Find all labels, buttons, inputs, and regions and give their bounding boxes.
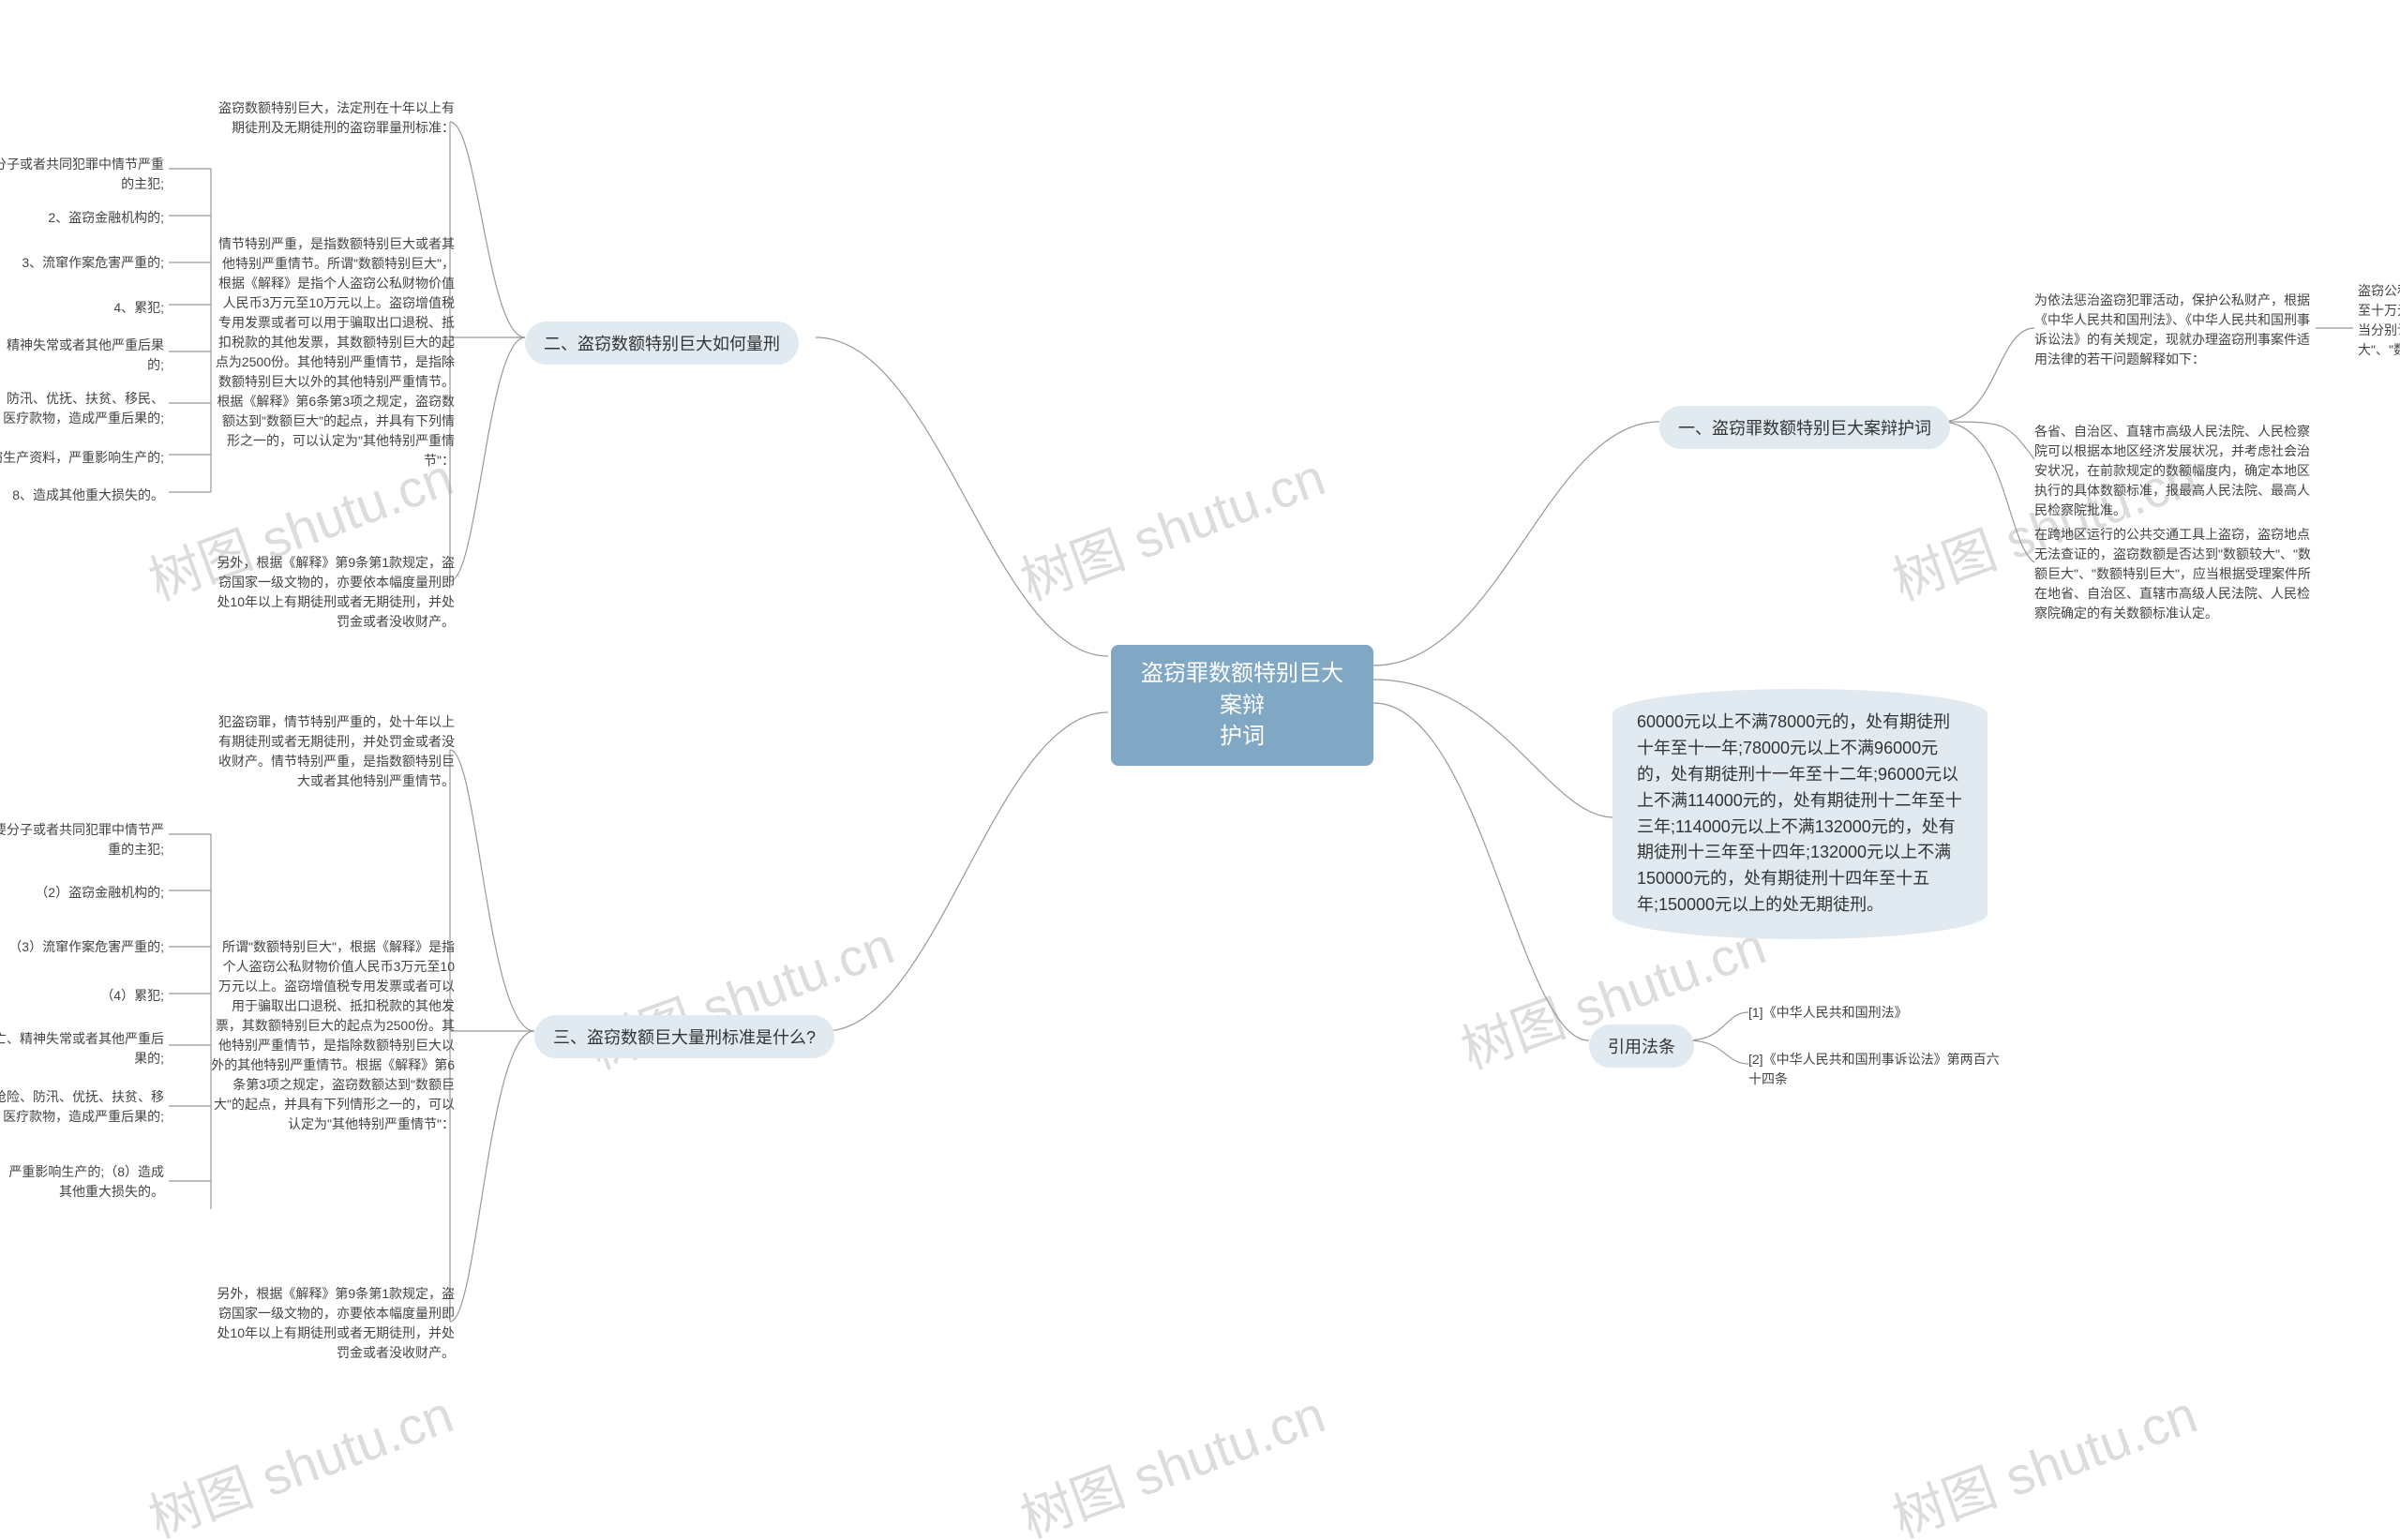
ref-leaf-2: [2]《中华人民共和国刑事诉讼法》第两百六十四条: [1748, 1050, 2011, 1089]
branch1-leaf-1: 为依法惩治盗窃犯罪活动，保护公私财产，根据《中华人民共和国刑法》、《中华人民共和…: [2034, 291, 2316, 369]
branch3-top: 犯盗窃罪，情节特别严重的，处十年以上有期徒刑或者无期徒刑，并处罚金或者没收财产。…: [211, 712, 455, 791]
branch2-item-3: 3、流窜作案危害严重的;: [0, 253, 164, 273]
branch3-item-1: （1）犯罪集团的首要分子或者共同犯罪中情节严重的主犯;: [0, 820, 164, 860]
branch3-item-6: （6）盗窃救灾、抢险、防汛、优抚、扶贫、移民、救济、医疗款物，造成严重后果的;: [0, 1087, 164, 1127]
branch2-mid: 情节特别严重，是指数额特别巨大或者其他特别严重情节。所谓"数额特别巨大"，根据《…: [211, 234, 455, 471]
ref-leaf-1: [1]《中华人民共和国刑法》: [1748, 1003, 2011, 1023]
branch2-bottom: 另外，根据《解释》第9条第1款规定，盗窃国家一级文物的，亦要依本幅度量刑即处10…: [211, 553, 455, 632]
branch-2: 二、盗窃数额特别巨大如何量刑: [525, 321, 799, 365]
branch3-mid: 所谓"数额特别巨大"，根据《解释》是指个人盗窃公私财物价值人民币3万元至10万元…: [211, 937, 455, 1134]
branch3-item-3: （3）流窜作案危害严重的;: [0, 937, 164, 957]
branch-1: 一、盗窃罪数额特别巨大案辩护词: [1659, 406, 1950, 449]
branch2-item-2: 2、盗窃金融机构的;: [0, 208, 164, 228]
branch2-item-5: 5、导致被害人死亡、精神失常或者其他严重后果的;: [0, 336, 164, 375]
branch3-item-7: （7）盗窃生产资料，严重影响生产的;（8）造成其他重大损失的。: [0, 1162, 164, 1202]
branch3-item-4: （4）累犯;: [0, 986, 164, 1006]
big-pill-node: 60000元以上不满78000元的，处有期徒刑十年至十一年;78000元以上不满…: [1612, 689, 1988, 939]
branch2-top: 盗窃数额特别巨大，法定刑在十年以上有期徒刑及无期徒刑的盗窃罪量刑标准：: [211, 98, 455, 138]
watermark: 树图 shutu.cn: [1009, 435, 1334, 615]
watermark: 树图 shutu.cn: [137, 1372, 462, 1540]
branch2-item-1: 1、犯罪集团的首要分子或者共同犯罪中情节严重的主犯;: [0, 155, 164, 194]
watermark: 树图 shutu.cn: [1881, 1372, 2206, 1540]
watermark: 树图 shutu.cn: [1009, 1372, 1334, 1540]
branch-ref: 引用法条: [1589, 1024, 1694, 1068]
branch2-item-8: 8、造成其他重大损失的。: [0, 486, 164, 505]
center-node: 盗窃罪数额特别巨大案辩护词: [1111, 645, 1373, 766]
branch1-leaf-1b: 盗窃公私财物价值一千元至三千元以上、三万元至十万元以上、三十万元至五十万元以上的…: [2358, 281, 2400, 360]
branch3-bottom: 另外，根据《解释》第9条第1款规定，盗窃国家一级文物的，亦要依本幅度量刑即处10…: [211, 1284, 455, 1363]
branch1-leaf-2: 各省、自治区、直辖市高级人民法院、人民检察院可以根据本地区经济发展状况，并考虑社…: [2034, 422, 2316, 520]
branch2-item-4: 4、累犯;: [0, 298, 164, 318]
branch1-leaf-3: 在跨地区运行的公共交通工具上盗窃，盗窃地点无法查证的，盗窃数额是否达到"数额较大…: [2034, 525, 2316, 623]
branch-3: 三、盗窃数额巨大量刑标准是什么?: [534, 1015, 834, 1058]
branch3-item-2: （2）盗窃金融机构的;: [0, 883, 164, 903]
branch2-item-7: 7、盗窃生产资料，严重影响生产的;: [0, 448, 164, 468]
branch2-item-6: 6、盗窃救灾、抢险、防汛、优抚、扶贫、移民、救济、医疗款物，造成严重后果的;: [0, 389, 164, 428]
branch3-item-5: （5）导致被害人死亡、精神失常或者其他严重后果的;: [0, 1029, 164, 1069]
